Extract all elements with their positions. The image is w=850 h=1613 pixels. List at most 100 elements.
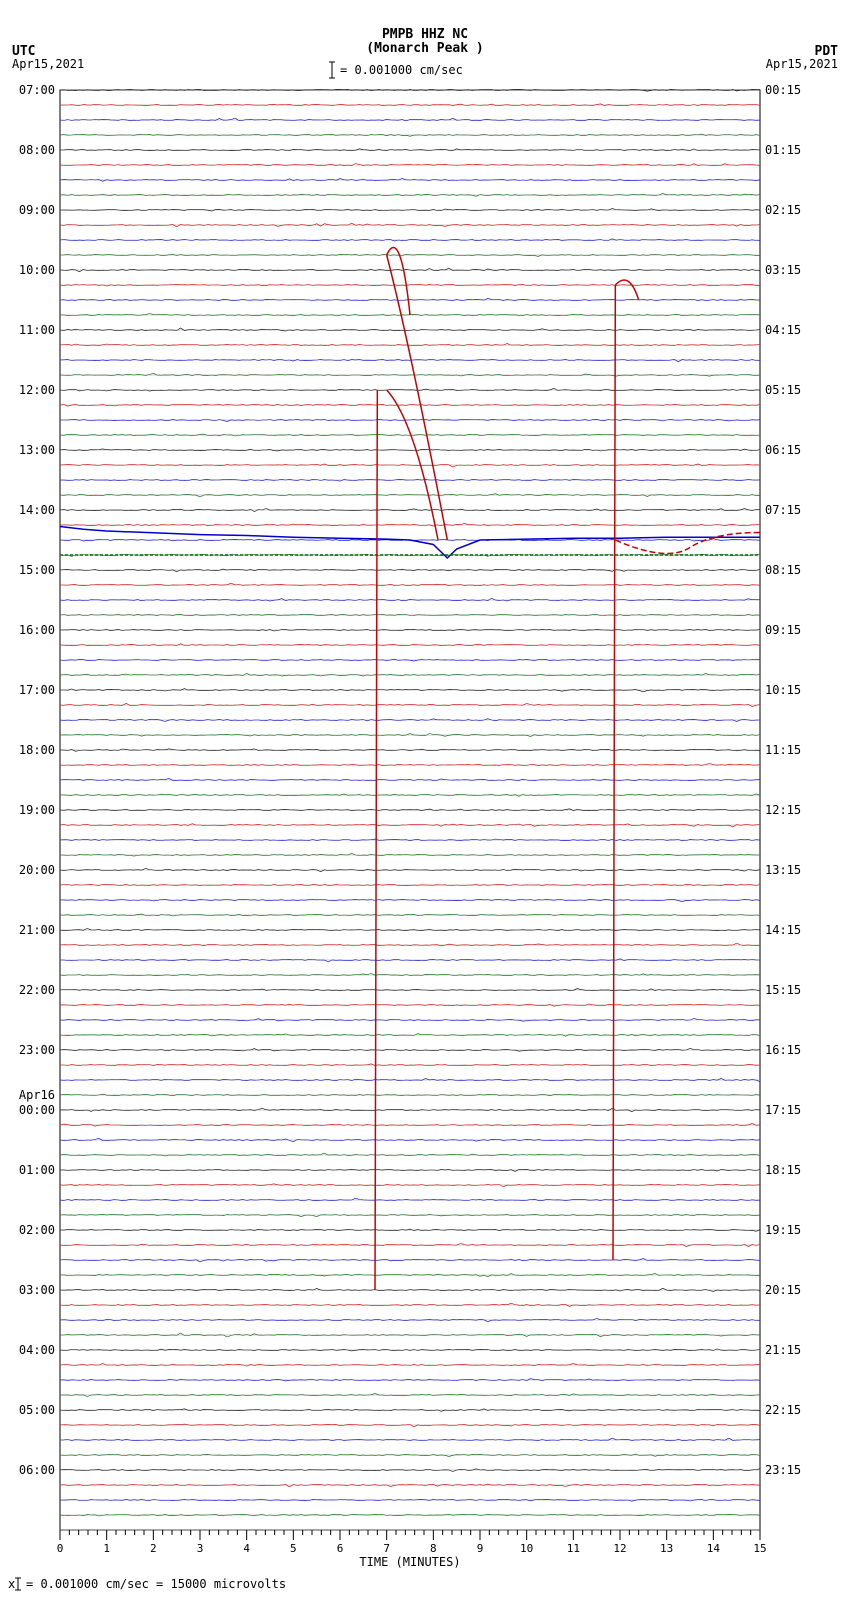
left-time-label: 21:00 [19,923,55,937]
left-time-label: 15:00 [19,563,55,577]
right-time-label: 14:15 [765,923,801,937]
red-spike-right [613,285,615,1260]
trace-line [60,1153,760,1156]
x-tick-label: 13 [660,1542,673,1555]
right-time-label: 02:15 [765,203,801,217]
trace-line [60,373,760,376]
right-time-label: 19:15 [765,1223,801,1237]
left-time-label: 17:00 [19,683,55,697]
left-time-label: 08:00 [19,143,55,157]
left-time-label: 03:00 [19,1283,55,1297]
trace-line [60,328,760,331]
trace-line [60,254,760,256]
trace-line [60,1018,760,1021]
left-time-label: 19:00 [19,803,55,817]
trace-line [60,149,760,151]
station-title: PMPB HHZ NC [382,27,468,42]
right-time-label: 06:15 [765,443,801,457]
x-tick-label: 12 [613,1542,626,1555]
left-time-label: Apr16 [19,1088,55,1102]
pdt-date: Apr15,2021 [766,57,838,71]
trace-line [60,344,760,346]
trace-line [60,809,760,811]
left-time-label: 22:00 [19,983,55,997]
trace-line [60,928,760,930]
left-time-label: 23:00 [19,1043,55,1057]
right-time-label: 12:15 [765,803,801,817]
seismogram-svg: PMPB HHZ NC(Monarch Peak ) = 0.001000 cm/… [0,0,850,1613]
left-time-label: 01:00 [19,1163,55,1177]
trace-line [60,1424,760,1427]
x-tick-label: 2 [150,1542,157,1555]
seismogram-container: PMPB HHZ NC(Monarch Peak ) = 0.001000 cm/… [0,0,850,1613]
trace-line [60,1409,760,1412]
footer-text: = 0.001000 cm/sec = 15000 microvolts [26,1577,286,1591]
left-time-label: 16:00 [19,623,55,637]
right-time-label: 08:15 [765,563,801,577]
left-time-label: 20:00 [19,863,55,877]
left-time-label: 13:00 [19,443,55,457]
x-tick-label: 11 [567,1542,580,1555]
right-time-label: 03:15 [765,263,801,277]
red-spike-left [375,255,447,1290]
trace-line [60,1169,760,1171]
left-time-label: 02:00 [19,1223,55,1237]
trace-line [60,1454,760,1456]
trace-line [60,1499,760,1501]
right-time-label: 18:15 [765,1163,801,1177]
trace-line [60,494,760,497]
right-time-label: 07:15 [765,503,801,517]
trace-line [60,388,760,391]
left-time-label: 12:00 [19,383,55,397]
trace-line [60,779,760,781]
left-time-label: 00:00 [19,1103,55,1117]
x-tick-label: 9 [477,1542,484,1555]
x-tick-label: 14 [707,1542,721,1555]
trace-line [60,1214,760,1216]
right-time-label: 11:15 [765,743,801,757]
utc-date: Apr15,2021 [12,57,84,71]
left-time-label: 09:00 [19,203,55,217]
trace-line [60,299,760,301]
x-tick-label: 8 [430,1542,437,1555]
left-time-label: 18:00 [19,743,55,757]
right-time-label: 05:15 [765,383,801,397]
right-time-label: 01:15 [765,143,801,157]
right-time-label: 10:15 [765,683,801,697]
left-time-label: 10:00 [19,263,55,277]
trace-line [60,464,760,467]
trace-line [60,673,760,676]
x-tick-label: 15 [753,1542,766,1555]
right-time-label: 22:15 [765,1403,801,1417]
x-tick-label: 7 [383,1542,390,1555]
left-time-label: 07:00 [19,83,55,97]
trace-line [60,583,760,586]
trace-line [60,1064,760,1066]
right-time-label: 16:15 [765,1043,801,1057]
footer-prefix: x [8,1577,15,1591]
x-tick-label: 6 [337,1542,344,1555]
left-time-label: 04:00 [19,1343,55,1357]
trace-line [60,853,760,856]
location-title: (Monarch Peak ) [366,41,483,56]
red-spike-right-top [615,280,638,300]
left-time-label: 11:00 [19,323,55,337]
trace-line [60,118,760,121]
x-tick-label: 0 [57,1542,64,1555]
left-time-label: 05:00 [19,1403,55,1417]
x-tick-label: 10 [520,1542,533,1555]
x-tick-label: 3 [197,1542,204,1555]
trace-line [60,959,760,962]
left-time-label: 14:00 [19,503,55,517]
trace-line [60,419,760,421]
right-time-label: 00:15 [765,83,801,97]
trace-line [60,1484,760,1487]
trace-line [60,824,760,827]
right-time-label: 04:15 [765,323,801,337]
trace-line [60,943,760,946]
trace-line [60,479,760,481]
trace-line [60,973,760,975]
trace-line [60,763,760,765]
trace-line [60,598,760,601]
trace-line [60,359,760,362]
